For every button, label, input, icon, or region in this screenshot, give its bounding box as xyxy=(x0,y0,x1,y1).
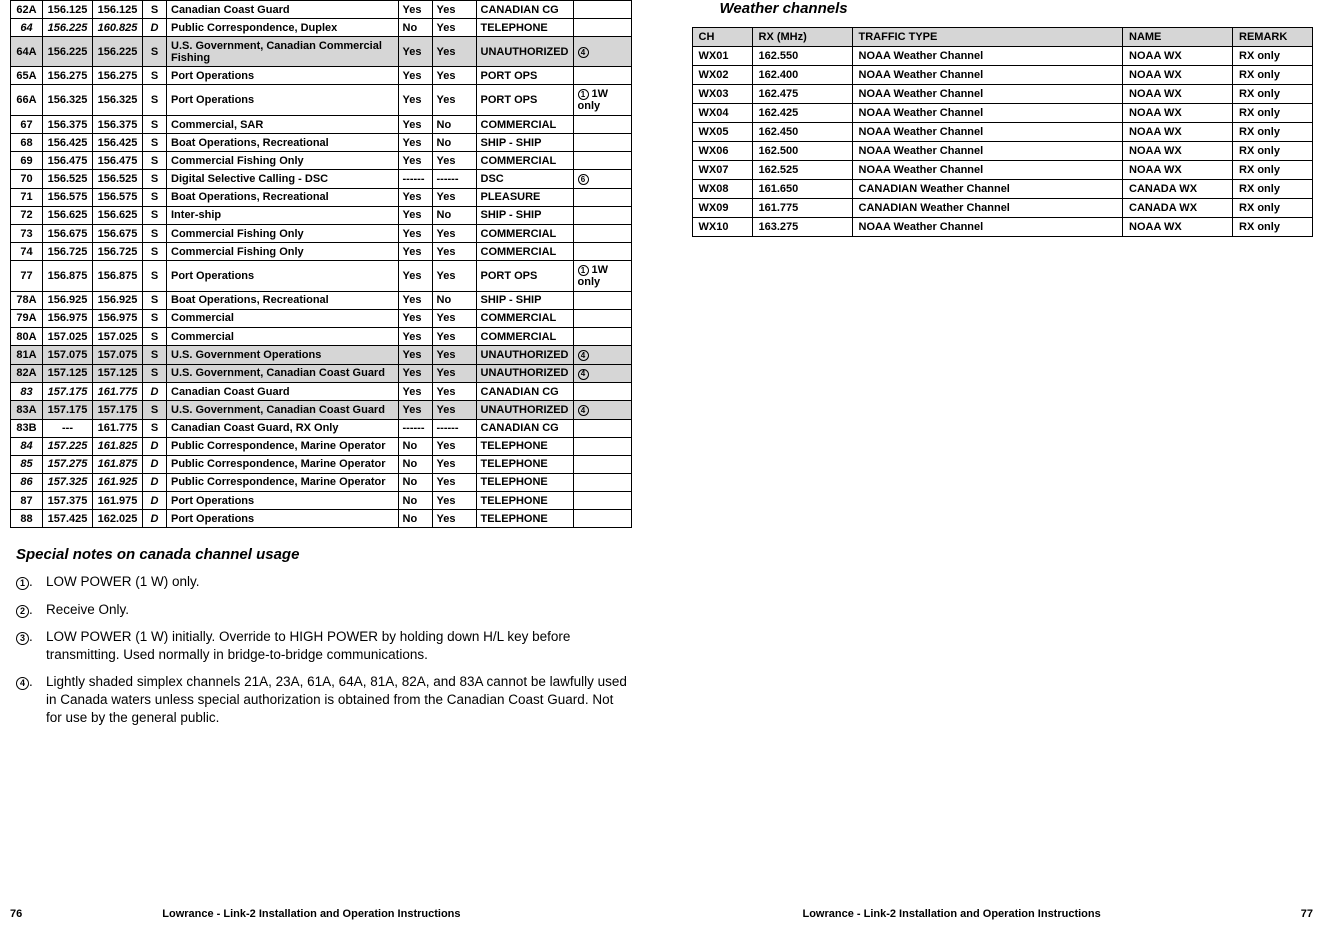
table-row: 70156.525156.525SDigital Selective Calli… xyxy=(11,170,632,189)
table-row: 72156.625156.625SInter-shipYesNoSHIP - S… xyxy=(11,206,632,224)
table-row: 83B---161.775SCanadian Coast Guard, RX O… xyxy=(11,419,632,437)
table-row: 88157.425162.025DPort OperationsNoYesTEL… xyxy=(11,510,632,528)
wx-row: WX01162.550NOAA Weather ChannelNOAA WXRX… xyxy=(692,47,1313,66)
footer-right: Lowrance - Link-2 Installation and Opera… xyxy=(692,908,1314,920)
footer-text: Lowrance - Link-2 Installation and Opera… xyxy=(802,908,1100,920)
table-row: 64156.225160.825DPublic Correspondence, … xyxy=(11,19,632,37)
wx-row: WX05162.450NOAA Weather ChannelNOAA WXRX… xyxy=(692,123,1313,142)
wx-h-remark: REMARK xyxy=(1233,28,1313,47)
note-item: 3.LOW POWER (1 W) initially. Override to… xyxy=(16,628,632,663)
table-row: 84157.225161.825DPublic Correspondence, … xyxy=(11,437,632,455)
wx-row: WX09161.775CANADIAN Weather ChannelCANAD… xyxy=(692,199,1313,218)
table-row: 81A157.075157.075SU.S. Government Operat… xyxy=(11,346,632,365)
table-row: 67156.375156.375SCommercial, SARYesNoCOM… xyxy=(11,116,632,134)
table-row: 62A156.125156.125SCanadian Coast GuardYe… xyxy=(11,1,632,19)
table-row: 69156.475156.475SCommercial Fishing Only… xyxy=(11,152,632,170)
table-row: 82A157.125157.125SU.S. Government, Canad… xyxy=(11,364,632,383)
table-row: 87157.375161.975DPort OperationsNoYesTEL… xyxy=(11,492,632,510)
table-row: 74156.725156.725SCommercial Fishing Only… xyxy=(11,243,632,261)
page-left: 62A156.125156.125SCanadian Coast GuardYe… xyxy=(0,0,662,928)
table-row: 78A156.925156.925SBoat Operations, Recre… xyxy=(11,291,632,309)
weather-title: Weather channels xyxy=(720,0,1314,17)
wx-row: WX04162.425NOAA Weather ChannelNOAA WXRX… xyxy=(692,104,1313,123)
table-row: 73156.675156.675SCommercial Fishing Only… xyxy=(11,225,632,243)
table-row: 85157.275161.875DPublic Correspondence, … xyxy=(11,455,632,473)
wx-h-name: NAME xyxy=(1123,28,1233,47)
channel-table: 62A156.125156.125SCanadian Coast GuardYe… xyxy=(10,0,632,528)
wx-row: WX08161.650CANADIAN Weather ChannelCANAD… xyxy=(692,180,1313,199)
wx-row: WX07162.525NOAA Weather ChannelNOAA WXRX… xyxy=(692,161,1313,180)
table-row: 71156.575156.575SBoat Operations, Recrea… xyxy=(11,188,632,206)
note-item: 2.Receive Only. xyxy=(16,601,632,619)
table-row: 66A156.325156.325SPort OperationsYesYesP… xyxy=(11,85,632,116)
wx-h-type: TRAFFIC TYPE xyxy=(852,28,1123,47)
table-row: 83A157.175157.175SU.S. Government, Canad… xyxy=(11,401,632,420)
page-number: 77 xyxy=(1301,908,1313,920)
wx-h-ch: CH xyxy=(692,28,752,47)
table-row: 64A156.225156.225SU.S. Government, Canad… xyxy=(11,37,632,67)
wx-row: WX10163.275NOAA Weather ChannelNOAA WXRX… xyxy=(692,218,1313,237)
page-right: Weather channels CH RX (MHz) TRAFFIC TYP… xyxy=(662,0,1323,928)
table-row: 80A157.025157.025SCommercialYesYesCOMMER… xyxy=(11,328,632,346)
table-row: 83157.175161.775DCanadian Coast GuardYes… xyxy=(11,383,632,401)
table-row: 65A156.275156.275SPort OperationsYesYesP… xyxy=(11,67,632,85)
wx-row: WX03162.475NOAA Weather ChannelNOAA WXRX… xyxy=(692,85,1313,104)
wx-row: WX02162.400NOAA Weather ChannelNOAA WXRX… xyxy=(692,66,1313,85)
page-number: 76 xyxy=(10,908,22,920)
notes-list: 1.LOW POWER (1 W) only. 2.Receive Only. 3.… xyxy=(10,573,632,736)
notes-title: Special notes on canada channel usage xyxy=(16,546,632,563)
table-row: 77156.875156.875SPort OperationsYesYesPO… xyxy=(11,261,632,292)
table-row: 79A156.975156.975SCommercialYesYesCOMMER… xyxy=(11,309,632,327)
note-item: 1.LOW POWER (1 W) only. xyxy=(16,573,632,591)
footer-text: Lowrance - Link-2 Installation and Opera… xyxy=(162,908,460,920)
footer-left: 76 Lowrance - Link-2 Installation and Op… xyxy=(10,908,632,920)
wx-row: WX06162.500NOAA Weather ChannelNOAA WXRX… xyxy=(692,142,1313,161)
wx-header-row: CH RX (MHz) TRAFFIC TYPE NAME REMARK xyxy=(692,28,1313,47)
table-row: 68156.425156.425SBoat Operations, Recrea… xyxy=(11,134,632,152)
table-row: 86157.325161.925DPublic Correspondence, … xyxy=(11,473,632,491)
note-item: 4.Lightly shaded simplex channels 21A, 2… xyxy=(16,673,632,726)
weather-table: CH RX (MHz) TRAFFIC TYPE NAME REMARK WX0… xyxy=(692,27,1314,237)
wx-h-rx: RX (MHz) xyxy=(752,28,852,47)
